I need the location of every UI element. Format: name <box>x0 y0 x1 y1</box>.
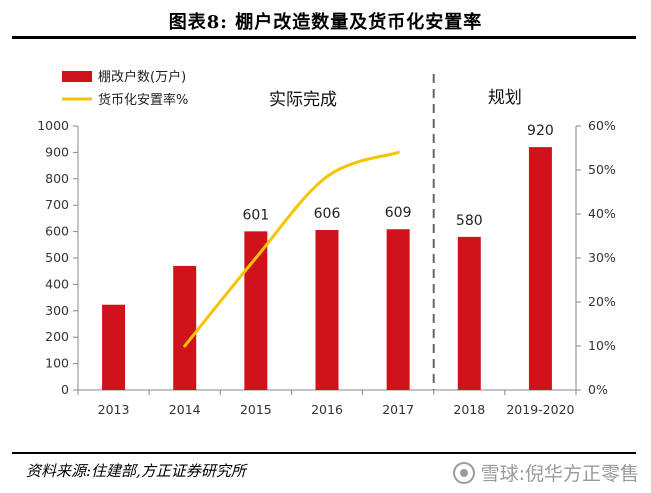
page-title: 图表8: 棚户改造数量及货币化安置率 <box>168 12 483 33</box>
x-tick-label: 2018 <box>453 402 485 417</box>
bar <box>386 229 410 390</box>
y-right-tick-label: 40% <box>588 206 616 221</box>
y-right-tick-label: 20% <box>588 294 616 309</box>
y-left-tick-label: 200 <box>45 329 69 344</box>
annotation-planned: 规划 <box>488 88 522 108</box>
y-left-tick-label: 600 <box>45 224 69 239</box>
bar <box>102 304 126 390</box>
bar-data-label: 601 <box>242 207 269 223</box>
watermark-text: 雪球:倪华方正零售 <box>480 463 639 485</box>
y-right-tick-label: 10% <box>588 338 616 353</box>
y-left-tick-label: 400 <box>45 276 69 291</box>
bar-data-label: 920 <box>527 123 554 139</box>
x-tick-label: 2014 <box>169 402 201 417</box>
bar-data-label: 606 <box>314 206 341 222</box>
legend-bar-label: 棚改户数(万户) <box>98 69 186 85</box>
y-left-tick-label: 1000 <box>37 118 69 133</box>
legend-bar-swatch <box>62 71 92 82</box>
source-note: 资料来源:住建部,方正证券研究所 <box>26 462 246 480</box>
bar <box>457 236 481 390</box>
top-rule <box>12 36 636 39</box>
y-right-tick-label: 50% <box>588 162 616 177</box>
x-tick-label: 2017 <box>382 402 414 417</box>
y-left-tick-label: 500 <box>45 250 69 265</box>
y-left-tick-label: 900 <box>45 144 69 159</box>
y-left-tick-label: 700 <box>45 197 69 212</box>
bar <box>315 230 339 390</box>
y-right-tick-label: 30% <box>588 250 616 265</box>
y-right-tick-label: 0% <box>588 382 608 397</box>
bar-data-label: 580 <box>456 213 483 229</box>
bar <box>528 147 552 390</box>
annotation-completed: 实际完成 <box>269 90 337 110</box>
x-tick-label: 2019-2020 <box>506 402 574 417</box>
bottom-rule <box>12 452 636 454</box>
bar-data-label: 609 <box>385 205 412 221</box>
y-left-tick-label: 100 <box>45 356 69 371</box>
line-series-rate <box>183 150 400 348</box>
watermark: 雪球:倪华方正零售 <box>452 459 639 486</box>
legend-line-label: 货币化安置率% <box>98 92 188 108</box>
x-tick-label: 2016 <box>311 402 343 417</box>
y-left-tick-label: 0 <box>61 382 69 397</box>
snowball-logo-icon <box>452 461 475 484</box>
y-left-tick-label: 300 <box>45 303 69 318</box>
x-tick-label: 2013 <box>98 402 130 417</box>
bar <box>173 265 197 390</box>
y-left-tick-label: 800 <box>45 171 69 186</box>
x-tick-label: 2015 <box>240 402 272 417</box>
y-right-tick-label: 60% <box>588 118 616 133</box>
bar <box>244 231 268 390</box>
